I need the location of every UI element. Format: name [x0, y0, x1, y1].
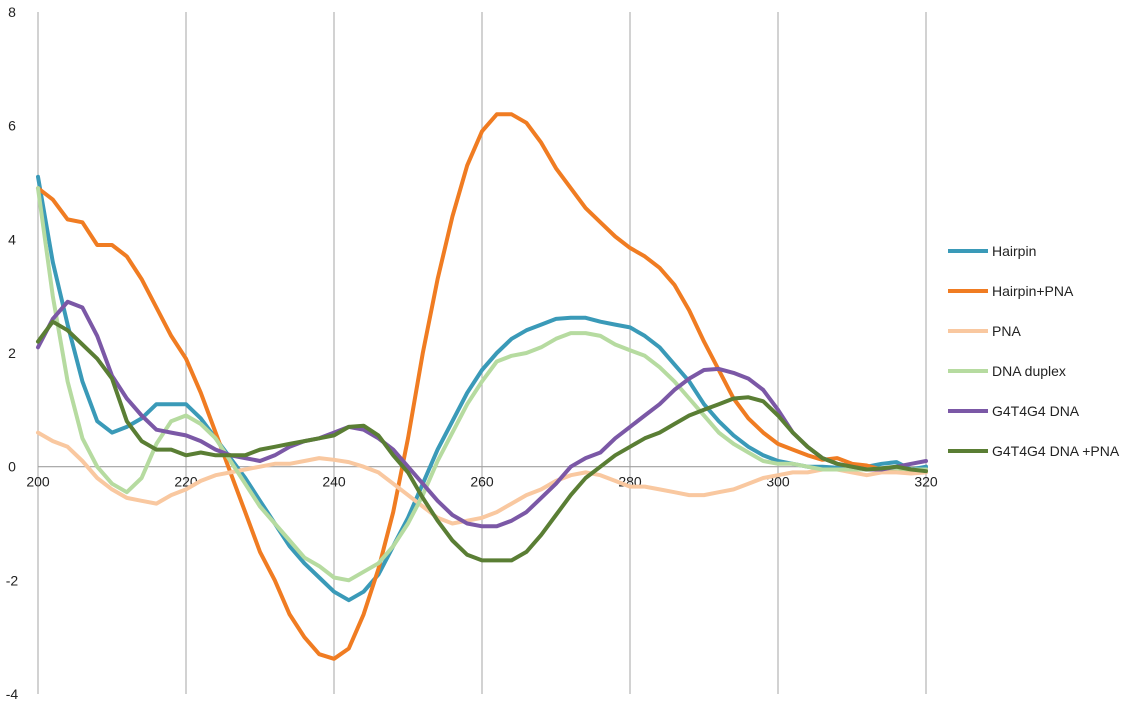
x-tick-label: 320	[914, 474, 938, 490]
y-tick-label: -2	[6, 572, 19, 588]
grid-lines	[37, 12, 927, 694]
y-tick-label: 6	[8, 118, 16, 134]
y-tick-label: -4	[6, 686, 19, 702]
y-tick-label: 0	[8, 459, 16, 475]
series-line-dna-duplex	[36, 186, 928, 583]
series-line-hairpin	[36, 174, 928, 603]
y-tick-label: 2	[8, 345, 16, 361]
y-tick-label: 8	[8, 4, 16, 20]
series-line-hairpin-pna	[36, 112, 928, 661]
series-line-pna	[36, 430, 928, 526]
series-line-g4t4g4-dna-pna	[36, 319, 928, 563]
legend-label: G4T4G4 DNA +PNA	[992, 443, 1120, 459]
legend-label: Hairpin	[992, 243, 1036, 259]
x-tick-label: 240	[322, 474, 346, 490]
legend: Hairpin Hairpin+PNA PNA DNA duplex G4T4G4 DN…	[948, 243, 1120, 459]
legend-label: PNA	[992, 323, 1021, 339]
series-line-g4t4g4-dna	[36, 299, 928, 529]
y-tick-label: 4	[8, 231, 16, 247]
legend-label: DNA duplex	[992, 363, 1066, 379]
legend-label: G4T4G4 DNA	[992, 403, 1080, 419]
series-lines	[36, 112, 928, 661]
legend-label: Hairpin+PNA	[992, 283, 1074, 299]
x-tick-label: 200	[26, 474, 50, 490]
x-tick-label: 260	[470, 474, 494, 490]
